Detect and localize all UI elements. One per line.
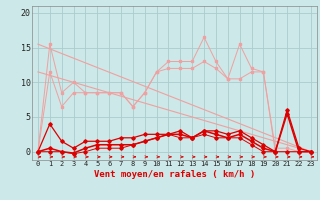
X-axis label: Vent moyen/en rafales ( km/h ): Vent moyen/en rafales ( km/h ) — [94, 170, 255, 179]
